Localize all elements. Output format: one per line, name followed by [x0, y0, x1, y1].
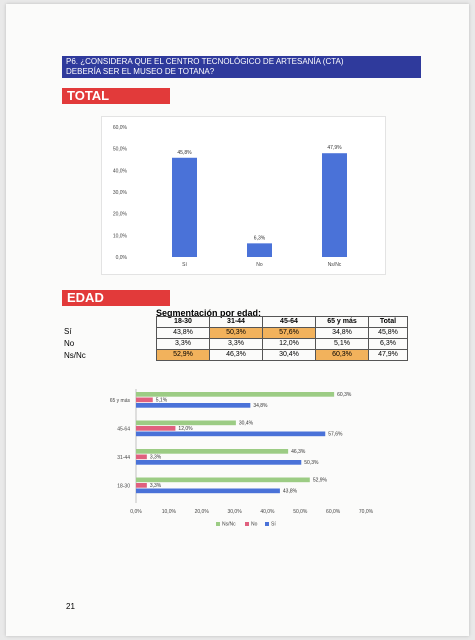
legend-swatch [265, 522, 269, 526]
legend-label: No [251, 522, 258, 528]
bar [136, 449, 289, 454]
bar [136, 460, 302, 465]
table-cell: 3,3% [156, 338, 210, 350]
legend-label: Sí [271, 522, 276, 528]
age-horizontal-bar-chart-svg: 60,3% 5,1% 34,8% 65 y más 30,4% 12,0% 57,6% 45-… [110, 389, 374, 528]
data-label: 50,3% [304, 460, 319, 466]
category-label: 18-30 [117, 483, 130, 489]
y-tick-label: 20,0% [113, 212, 128, 218]
data-label: 60,3% [337, 392, 352, 398]
header-cell: 65 y más [315, 316, 369, 328]
y-tick-label: 0,0% [116, 255, 128, 261]
data-label: 43,8% [283, 489, 298, 495]
section-edad-heading: EDAD [62, 290, 170, 306]
legend-swatch [245, 522, 249, 526]
x-tick-label: 10,0% [162, 509, 177, 515]
table-cell: 52,9% [156, 349, 210, 361]
y-tick-label: 10,0% [113, 233, 128, 239]
header-cell: 31-44 [209, 316, 263, 328]
x-tick-label: Ns/Nc [328, 262, 342, 268]
data-label: 3,3% [150, 455, 162, 461]
data-label: 47,9% [327, 145, 342, 151]
y-tick-label: 40,0% [113, 168, 128, 174]
bar [136, 392, 335, 397]
row-label-si: Sí [64, 327, 72, 336]
row-label-nsnc: Ns/Nc [64, 351, 86, 360]
y-tick-label: 30,0% [113, 190, 128, 196]
age-horizontal-bar-chart: 60,3% 5,1% 34,8% 65 y más 30,4% 12,0% 57,6% 45-… [76, 385, 386, 529]
bar [136, 420, 236, 426]
header-cell: Total [368, 316, 408, 328]
data-label: 3,3% [150, 483, 162, 489]
category-label: 65 y más [110, 398, 131, 404]
question-header: P6. ¿CONSIDERA QUE EL CENTRO TECNOLÓGICO… [62, 56, 421, 78]
section-total-heading: TOTAL [62, 88, 170, 104]
bar [172, 157, 197, 257]
category-label: 45-64 [117, 426, 130, 432]
table-cell: 43,8% [156, 327, 210, 339]
table-cell: 12,0% [262, 338, 316, 350]
header-cell: 18-30 [156, 316, 210, 328]
y-tick-label: 50,0% [113, 147, 128, 153]
x-tick-label: 60,0% [326, 509, 341, 515]
table-cell: 6,3% [368, 338, 408, 350]
data-label: 30,4% [239, 421, 254, 427]
table-cell: 50,3% [209, 327, 263, 339]
segmentation-table: 18-30 31-44 45-64 65 y más Total 43,8% 5… [156, 316, 408, 361]
data-label: 34,8% [253, 403, 268, 409]
table-cell: 5,1% [315, 338, 369, 350]
x-tick-label: 20,0% [195, 509, 210, 515]
bar [136, 431, 326, 437]
x-tick-label: No [256, 262, 263, 268]
table-row: 52,9% 46,3% 30,4% 60,3% 47,9% [156, 349, 408, 361]
data-label: 57,6% [328, 432, 343, 438]
header-cell: 45-64 [262, 316, 316, 328]
data-label: 5,1% [156, 398, 168, 404]
data-label: 46,3% [291, 449, 306, 455]
row-label-no: No [64, 339, 75, 348]
table-cell: 60,3% [315, 349, 369, 361]
x-tick-label: Sí [182, 262, 187, 268]
table-cell: 3,3% [209, 338, 263, 350]
data-label: 12,0% [178, 426, 193, 432]
total-bar-chart-svg: 0,0% 10,0% 20,0% 30,0% 40,0% 50,0% 60,0% 45,8% S… [113, 125, 347, 268]
table-cell: 30,4% [262, 349, 316, 361]
x-tick-label: 30,0% [227, 509, 242, 515]
segmentation-title: Segmentación por edad: [156, 308, 262, 318]
legend-swatch [216, 522, 220, 526]
page-number: 21 [66, 602, 75, 611]
bar [136, 426, 176, 431]
table-cell: 47,9% [368, 349, 408, 361]
bar [136, 483, 147, 488]
data-label: 52,9% [313, 478, 328, 484]
bar [136, 397, 153, 403]
table-cell: 45,8% [368, 327, 408, 339]
x-tick-label: 0,0% [130, 509, 142, 515]
table-cell: 57,6% [262, 327, 316, 339]
data-label: 6,3% [254, 235, 266, 241]
bar [322, 153, 347, 257]
bar [247, 243, 272, 257]
x-tick-label: 40,0% [260, 509, 275, 515]
bar [136, 454, 147, 460]
bar [136, 403, 251, 408]
table-cell: 46,3% [209, 349, 263, 361]
y-tick-label: 60,0% [113, 125, 128, 131]
bar [136, 477, 310, 483]
table-row: 43,8% 50,3% 57,6% 34,8% 45,8% [156, 327, 408, 339]
total-bar-chart: 0,0% 10,0% 20,0% 30,0% 40,0% 50,0% 60,0% 45,8% S… [101, 116, 386, 275]
data-label: 45,8% [177, 150, 192, 156]
question-line-2: DEBERÍA SER EL MUSEO DE TOTANA? [66, 67, 215, 76]
table-cell: 34,8% [315, 327, 369, 339]
question-line-1: P6. ¿CONSIDERA QUE EL CENTRO TECNOLÓGICO… [66, 57, 344, 66]
table-row: 3,3% 3,3% 12,0% 5,1% 6,3% [156, 338, 408, 350]
x-tick-label: 50,0% [293, 509, 308, 515]
bar [136, 488, 280, 494]
category-label: 31-44 [117, 455, 130, 461]
legend-label: Ns/Nc [222, 522, 236, 528]
document-page: P6. ¿CONSIDERA QUE EL CENTRO TECNOLÓGICO… [6, 4, 469, 636]
x-tick-label: 70,0% [359, 509, 374, 515]
segmentation-header-row: 18-30 31-44 45-64 65 y más Total [156, 316, 408, 328]
